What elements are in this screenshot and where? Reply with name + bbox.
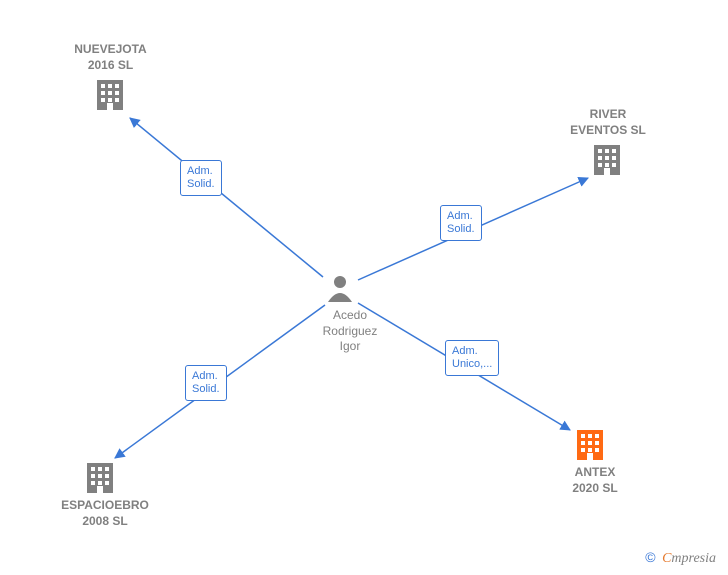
node-label-nuevejota: NUEVEJOTA 2016 SL	[63, 42, 158, 73]
building-icon-antex	[577, 430, 603, 460]
person-icon	[328, 276, 352, 302]
building-icon-espacioebro	[87, 463, 113, 493]
edge-label-river: Adm. Solid.	[440, 205, 482, 241]
edge-label-antex: Adm. Unico,...	[445, 340, 499, 376]
watermark: © Cmpresia	[645, 549, 716, 567]
watermark-rest: mpresia	[671, 551, 716, 566]
node-label-antex: ANTEX 2020 SL	[555, 465, 635, 496]
building-icon-river	[594, 145, 620, 175]
edge-label-espacioebro: Adm. Solid.	[185, 365, 227, 401]
building-icon-nuevejota	[97, 80, 123, 110]
edge-label-nuevejota: Adm. Solid.	[180, 160, 222, 196]
watermark-capital: C	[662, 551, 671, 566]
node-label-river: RIVER EVENTOS SL	[558, 107, 658, 138]
center-node-label: Acedo Rodriguez Igor	[315, 308, 385, 355]
edge-line	[130, 118, 323, 277]
node-label-espacioebro: ESPACIOEBRO 2008 SL	[50, 498, 160, 529]
copyright-symbol: ©	[645, 549, 655, 565]
